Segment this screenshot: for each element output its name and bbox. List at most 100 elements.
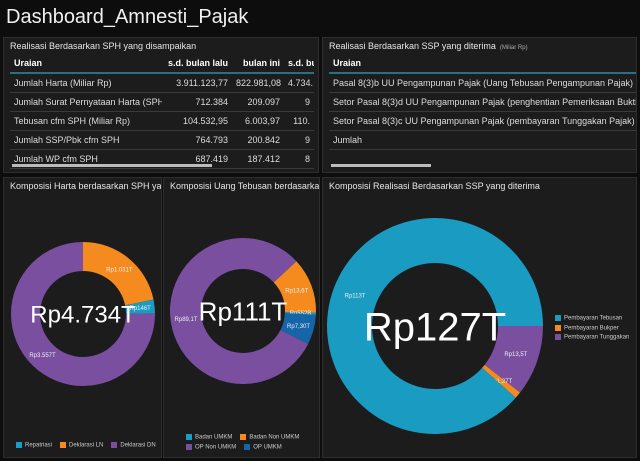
cell: Tebusan cfm SPH (Miliar Rp) (10, 111, 162, 131)
donut-slice-op-non-umkm[interactable] (170, 237, 309, 384)
legend-item[interactable]: Deklarasi DN (111, 442, 156, 449)
data-label: Rp146T (130, 306, 152, 312)
table-row: Setor Pasal 8(3)c UU Pengampunan Pajak (… (329, 111, 636, 131)
horizontal-scrollbar[interactable] (12, 164, 212, 167)
unit-label: (Miliar Rp) (499, 45, 528, 51)
cell: Setor Pasal 8(3)d UU Pengampunan Pajak (… (329, 92, 636, 112)
table-row: Jumlah Surat Pernyataan Harta (SPH) 712.3… (10, 92, 314, 112)
cell: Jumlah SSP/Pbk cfm SPH (10, 130, 162, 150)
chart-title: Komposisi Uang Tebusan berdasarkan S (170, 181, 319, 191)
legend-swatch (186, 443, 192, 450)
chart-legend: Pembayaran Tebusan Pembayaran Bukper Pemba… (555, 315, 629, 341)
legend-item[interactable]: Pembayaran Bukper (555, 324, 629, 332)
col-header[interactable]: bulan ini (232, 55, 284, 74)
table-row: Jumlah Harta (Miliar Rp) 3.911.123,77 822.… (10, 73, 314, 93)
donut-slice-pembayaran-tebusan[interactable] (327, 217, 543, 434)
data-label: Rp1,27T (489, 379, 512, 385)
legend-item[interactable]: Pembayaran Tebusan (555, 315, 629, 322)
ssp-table-panel: Realisasi Berdasarkan SSP yang diterima(… (322, 37, 637, 173)
cell: 200.842 (232, 130, 284, 150)
chart-legend: Repatriasi Deklarasi LN Deklarasi DN (16, 442, 156, 449)
legend-label: OP Non UMKM (195, 444, 237, 451)
cell: 187.412 (232, 149, 284, 169)
data-label: Rp3.557T (29, 353, 56, 359)
donut-slice-pembayaran-tunggakan[interactable] (484, 326, 543, 393)
legend-swatch (60, 442, 67, 448)
cell: 4.734. (284, 73, 314, 93)
legend-item[interactable]: Deklarasi LN (60, 442, 103, 449)
cell: 712.384 (162, 92, 232, 112)
cell: 110. (284, 111, 314, 131)
page-title: Dashboard_Amnesti_Pajak (6, 6, 249, 28)
legend-label: Pembayaran Tunggakan (564, 334, 630, 341)
legend-label: Deklarasi LN (69, 442, 104, 449)
legend-label: Pembayaran Tebusan (564, 315, 623, 322)
donut-slice-badan-non-umkm[interactable] (273, 261, 316, 313)
table-row: Tebusan cfm SPH (Miliar Rp) 104.532,95 6.0… (10, 111, 314, 131)
legend-item[interactable]: Repatriasi (16, 442, 52, 449)
legend-label: Badan Non UMKM (249, 434, 300, 441)
horizontal-scrollbar[interactable] (331, 164, 431, 167)
legend-swatch (111, 442, 118, 448)
legend-item[interactable]: Badan UMKM (186, 434, 232, 441)
center-total-label: Rp4.734T (30, 302, 136, 329)
col-header[interactable]: s.d. bulan lalu (162, 55, 232, 74)
col-header[interactable]: Uraian (329, 55, 636, 74)
data-label: Rp1.031T (106, 267, 133, 273)
legend-label: Repatriasi (25, 442, 53, 449)
data-label: Rp113T (345, 294, 366, 300)
donut-slice-deklarasi-dn[interactable] (10, 242, 155, 386)
cell: 822.981,08 (232, 73, 284, 93)
legend-item[interactable]: OP Non UMKM (186, 443, 237, 451)
cell: Setor Pasal 8(3)c UU Pengampunan Pajak (… (329, 111, 636, 131)
chart-title: Komposisi Harta berdasarkan SPH yang (10, 181, 161, 191)
cell: 764.793 (162, 130, 232, 150)
donut-chart: Rp1.031T Rp146T Rp3.557T Rp4.734T (10, 242, 155, 386)
legend-item[interactable]: OP UMKM (244, 443, 282, 451)
cell: 6.003,97 (232, 111, 284, 131)
legend-label: OP UMKM (253, 444, 282, 451)
table-row: Jumlah SSP/Pbk cfm SPH 764.793 200.842 9 (10, 130, 314, 150)
panel-title: Realisasi Berdasarkan SPH yang disampaik… (10, 41, 197, 51)
ssp-donut-panel: Rp13,5T Rp1,27T Rp113T Rp127T Komposisi Rea… (322, 177, 637, 458)
cell: Jumlah Harta (Miliar Rp) (10, 73, 162, 93)
legend-swatch (240, 434, 247, 440)
chart-legend: Badan UMKM Badan Non UMKM OP Non UMKM OP UM… (186, 434, 306, 450)
col-header[interactable]: s.d. bulan ini (284, 55, 314, 74)
donut-slice-pembayaran-bukper[interactable] (482, 364, 521, 398)
donut-slice-op-umkm[interactable] (280, 313, 316, 344)
legend-swatch (555, 324, 561, 331)
legend-label: Pembayaran Bukper (564, 325, 619, 332)
data-label: Rp13,5T (504, 352, 527, 358)
cell: Pasal 8(3)b UU Pengampunan Pajak (Uang T… (329, 73, 636, 93)
legend-swatch (555, 334, 561, 341)
cell: 209.097 (232, 92, 284, 112)
legend-label: Badan UMKM (195, 434, 233, 441)
legend-swatch (244, 443, 251, 450)
harta-donut-panel: Rp1.031T Rp146T Rp3.557T Rp4.734T Komposisi… (3, 177, 162, 458)
data-label: Rp13,6T (285, 289, 308, 295)
donut-slice-repatriasi[interactable] (125, 299, 155, 314)
cell: Jumlah (329, 130, 636, 150)
legend-label: Deklarasi DN (120, 442, 156, 449)
cell: 8 (284, 149, 314, 169)
legend-swatch (555, 315, 561, 321)
table-row: Pasal 8(3)b UU Pengampunan Pajak (Uang T… (329, 73, 636, 93)
legend-item[interactable]: Pembayaran Tunggakan (555, 334, 629, 341)
cell: 9 (284, 92, 314, 112)
donut-slice-deklarasi-ln[interactable] (83, 242, 154, 306)
cell: 9 (284, 130, 314, 150)
donut-chart: Rp13,5T Rp1,27T Rp113T Rp127T (327, 217, 543, 434)
col-header[interactable]: Uraian (10, 55, 162, 74)
cell: Jumlah Surat Pernyataan Harta (SPH) (10, 92, 162, 112)
donut-slice-badan-umkm[interactable] (284, 311, 316, 315)
chart-title: Komposisi Realisasi Berdasarkan SSP yang… (329, 181, 540, 191)
data-label: Rp7,30T (287, 324, 310, 330)
table-row: Jumlah (329, 130, 636, 150)
cell: 104.532,95 (162, 111, 232, 131)
legend-item[interactable]: Badan Non UMKM (240, 434, 299, 441)
ssp-table: Uraian Pasal 8(3)b UU Pengampunan Pajak … (329, 55, 636, 150)
